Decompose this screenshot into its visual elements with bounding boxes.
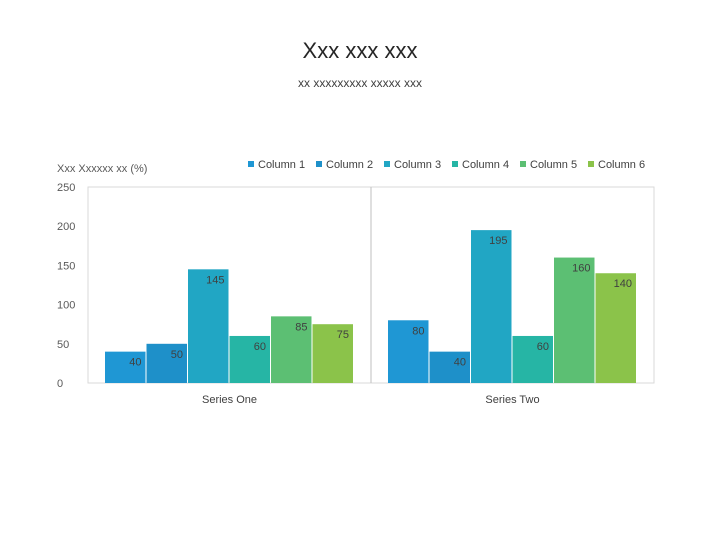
- y-tick-label: 150: [57, 260, 75, 272]
- legend: Column 1 Column 2 Column 3 Column 4 Column 5…: [248, 159, 645, 171]
- data-label: 60: [254, 341, 266, 353]
- legend-label: Column 4: [462, 159, 509, 171]
- y-tick-label: 0: [57, 378, 63, 390]
- bar: [229, 335, 270, 383]
- data-label: 140: [614, 278, 632, 290]
- legend-swatch: [520, 161, 526, 167]
- legend-swatch: [316, 161, 322, 167]
- bar: [271, 316, 312, 383]
- legend-label: Column 1: [258, 159, 305, 171]
- data-label: 50: [171, 349, 183, 361]
- plot-area: 0 50 100 150 200 250 40 50 145 60 85 75 Series One 80…: [57, 182, 655, 406]
- bar: [312, 324, 353, 383]
- slide-subtitle: xx xxxxxxxxx xxxxx xxx: [297, 76, 422, 90]
- bar: [188, 269, 229, 383]
- data-label: 60: [537, 341, 549, 353]
- data-label: 40: [454, 357, 466, 369]
- data-label: 80: [412, 325, 424, 337]
- data-label: 85: [295, 321, 307, 333]
- data-label: 40: [129, 357, 141, 369]
- legend-label: Column 6: [598, 159, 645, 171]
- y-tick-label: 50: [57, 339, 69, 351]
- bar: [471, 230, 512, 383]
- y-axis-title: Xxx Xxxxxx xx (%): [57, 163, 147, 175]
- legend-label: Column 5: [530, 159, 577, 171]
- legend-swatch: [248, 161, 254, 167]
- data-label: 160: [572, 263, 590, 275]
- legend-label: Column 2: [326, 159, 373, 171]
- bar: [595, 273, 636, 383]
- bar: [388, 320, 429, 383]
- y-tick-label: 200: [57, 221, 75, 233]
- legend-swatch: [588, 161, 594, 167]
- data-label: 145: [206, 274, 224, 286]
- x-tick-label: Series Two: [485, 394, 539, 406]
- bar: [512, 335, 553, 383]
- legend-label: Column 3: [394, 159, 441, 171]
- bar: [429, 351, 470, 383]
- bar: [554, 257, 595, 383]
- data-label: 195: [489, 235, 507, 247]
- bar: [105, 351, 146, 383]
- slide-title: Xxx xxx xxx: [302, 38, 418, 63]
- legend-swatch: [452, 161, 458, 167]
- data-label: 75: [337, 329, 349, 341]
- y-tick-label: 100: [57, 300, 75, 312]
- bar: [146, 343, 187, 383]
- legend-swatch: [384, 161, 390, 167]
- x-tick-label: Series One: [202, 394, 257, 406]
- y-tick-label: 250: [57, 182, 75, 194]
